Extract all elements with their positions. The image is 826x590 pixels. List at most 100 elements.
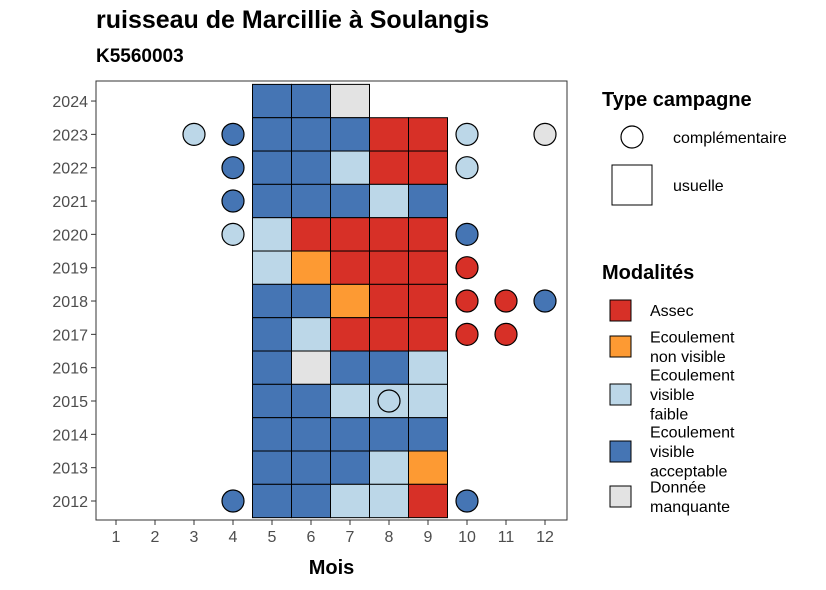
legend-modalite-key [609, 440, 632, 463]
x-tick-label: 12 [536, 529, 554, 546]
heatmap-cell [291, 117, 331, 152]
x-tick-label: 2 [151, 529, 160, 546]
legend-modalite-key [609, 485, 632, 508]
heatmap-cell [330, 450, 370, 485]
heatmap-cell [252, 183, 292, 219]
legend-square-key [611, 164, 653, 206]
heatmap-cell [369, 217, 409, 252]
x-tick-label: 7 [346, 529, 355, 546]
x-tick-label: 10 [458, 529, 476, 546]
legend-type-title: Type campagne [602, 89, 752, 111]
legend-modalite-label: Ecoulement non visible [650, 329, 735, 366]
heatmap-cell [330, 217, 370, 252]
legend-modalite-key [609, 383, 632, 406]
heatmap-cell [408, 283, 448, 319]
y-tick-label: 2015 [52, 394, 88, 411]
complementaire-point [221, 122, 245, 146]
complementaire-point [455, 289, 479, 313]
usuelle-cells [252, 83, 448, 519]
x-tick-label: 1 [112, 529, 121, 546]
heatmap-cell [291, 317, 331, 352]
heatmap-cell [369, 483, 409, 519]
y-tick-label: 2024 [52, 94, 88, 111]
heatmap-cell [291, 450, 331, 485]
y-tick-label: 2013 [52, 461, 88, 478]
heatmap-cell [369, 250, 409, 285]
heatmap-cell [330, 483, 370, 519]
heatmap-cell [330, 350, 370, 385]
heatmap-cell [252, 317, 292, 352]
x-tick-label: 9 [424, 529, 433, 546]
heatmap-cell [252, 217, 292, 252]
complementaire-points [182, 122, 557, 513]
heatmap-cell [252, 450, 292, 485]
legend-modalite-label: Assec [650, 303, 694, 320]
heatmap-cell [330, 150, 370, 185]
heatmap-cell [408, 250, 448, 285]
heatmap-cell [291, 83, 331, 119]
legend-type-label: usuelle [673, 178, 724, 195]
heatmap-cell [252, 483, 292, 519]
complementaire-point [455, 122, 479, 146]
heatmap-cell [408, 417, 448, 452]
complementaire-point [455, 156, 479, 180]
y-tick-label: 2018 [52, 294, 88, 311]
x-axis-label: Mois [309, 557, 355, 579]
heatmap-cell [408, 317, 448, 352]
x-tick-label: 8 [385, 529, 394, 546]
heatmap-cell [291, 283, 331, 319]
heatmap-cell [330, 317, 370, 352]
heatmap-cell [252, 150, 292, 185]
complementaire-point [455, 489, 479, 513]
legend-circle-key [620, 125, 644, 149]
y-tick-label: 2019 [52, 261, 88, 278]
y-tick-label: 2022 [52, 161, 88, 178]
legend-modalite-key [609, 335, 632, 358]
legend: Type campagne complémentaire usuelle Modali… [602, 89, 787, 516]
heatmap-cell [369, 117, 409, 152]
complementaire-point [182, 122, 206, 146]
heatmap-cell [291, 483, 331, 519]
heatmap-cell [291, 350, 331, 385]
complementaire-point [455, 222, 479, 246]
y-tick-label: 2017 [52, 327, 88, 344]
complementaire-point [221, 156, 245, 180]
complementaire-point [533, 289, 557, 313]
complementaire-point [455, 322, 479, 346]
heatmap-cell [252, 383, 292, 419]
chart-subtitle: K5560003 [96, 46, 184, 67]
axes: 1 2 3 4 5 6 7 8 9 10 11 122012201320142015201620172… [52, 94, 554, 579]
heatmap-cell [252, 417, 292, 452]
heatmap-cell [408, 117, 448, 152]
heatmap-cell [330, 383, 370, 419]
heatmap-cell [252, 350, 292, 385]
chart-title: ruisseau de Marcillie à Soulangis [96, 6, 490, 34]
heatmap-cell [291, 417, 331, 452]
legend-modalite-label: Ecoulement visible acceptable [650, 425, 735, 481]
y-tick-label: 2016 [52, 361, 88, 378]
heatmap-cell [408, 483, 448, 519]
heatmap-cell [330, 183, 370, 219]
complementaire-point [494, 322, 518, 346]
heatmap-cell [252, 117, 292, 152]
y-tick-label: 2021 [52, 194, 88, 211]
heatmap-cell [369, 350, 409, 385]
x-tick-label: 3 [190, 529, 199, 546]
heatmap-cell [330, 83, 370, 119]
legend-type-label: complémentaire [673, 130, 787, 147]
x-tick-label: 4 [229, 529, 238, 546]
y-tick-label: 2014 [52, 427, 88, 444]
y-tick-label: 2020 [52, 227, 88, 244]
heatmap-cell [369, 417, 409, 452]
heatmap-cell [369, 150, 409, 185]
heatmap-cell [291, 383, 331, 419]
legend-modalite-key [609, 299, 632, 322]
legend-modalite-title: Modalités [602, 262, 694, 284]
heatmap-cell [291, 183, 331, 219]
heatmap-cell [330, 250, 370, 285]
heatmap-cell [252, 250, 292, 285]
heatmap-cell [408, 383, 448, 419]
heatmap-cell [408, 217, 448, 252]
x-tick-label: 5 [268, 529, 277, 546]
